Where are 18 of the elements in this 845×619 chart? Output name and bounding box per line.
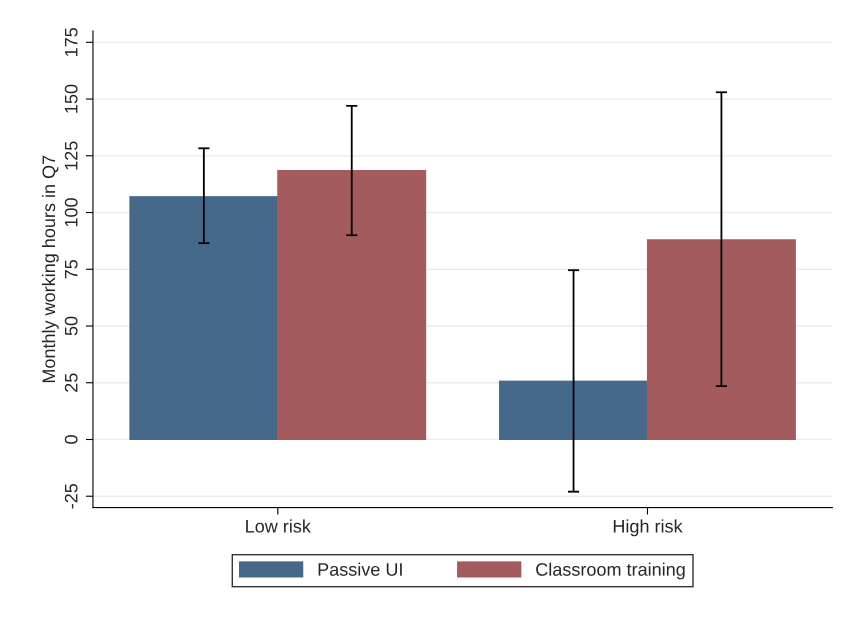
legend-label: Classroom training (536, 562, 685, 580)
y-axis-title: Monthly working hours in Q7 (42, 156, 59, 382)
y-tick-label: 75 (64, 260, 78, 278)
y-tick-label: 100 (64, 198, 78, 226)
y-tick-label: 0 (64, 435, 78, 444)
legend-label: Passive UI (318, 562, 402, 576)
y-tick-label: 50 (64, 316, 78, 336)
y-tick-label: 125 (64, 141, 78, 170)
bar (129, 196, 278, 440)
x-tick-label: High risk (614, 519, 683, 536)
y-tick-label: 25 (64, 373, 78, 392)
y-tick-label: 150 (64, 84, 78, 113)
y-tick-label: 175 (64, 28, 78, 56)
x-tick-label: Low risk (246, 519, 311, 533)
bar (277, 170, 426, 440)
y-tick-label: -25 (64, 484, 78, 508)
bar (646, 239, 796, 440)
bar (499, 380, 648, 440)
